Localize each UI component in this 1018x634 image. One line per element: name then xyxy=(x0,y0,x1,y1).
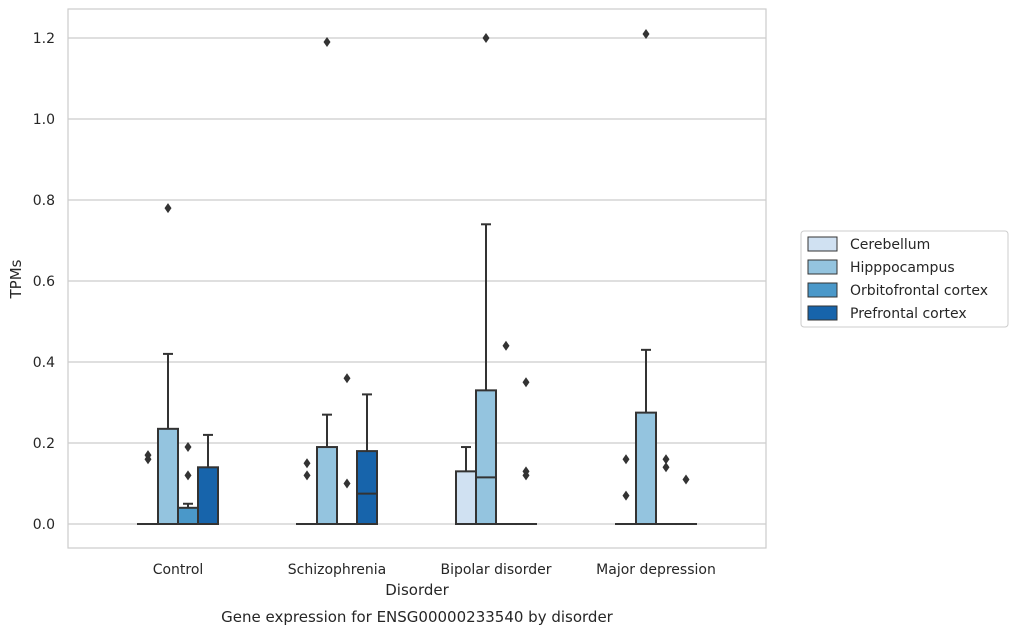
outlier-point xyxy=(522,377,530,388)
chart-caption: Gene expression for ENSG00000233540 by d… xyxy=(221,608,614,626)
plot-frame xyxy=(67,8,767,549)
legend-swatch xyxy=(807,282,838,298)
outlier-point xyxy=(502,340,510,351)
x-tick-label: Bipolar disorder xyxy=(440,562,551,578)
outlier-point xyxy=(662,454,670,465)
box-body xyxy=(455,470,477,526)
y-tick-label: 1.2 xyxy=(33,31,55,47)
box-group xyxy=(356,393,378,526)
y-tick-label: 0.6 xyxy=(33,274,55,290)
outlier-point xyxy=(184,442,192,453)
outlier-point xyxy=(343,373,351,384)
y-axis-ticks: 0.0 0.2 0.4 0.6 0.8 1.0 1.2 xyxy=(33,31,55,533)
legend-label: Cerebellum xyxy=(850,237,930,253)
box-body xyxy=(635,411,657,525)
outlier-point xyxy=(184,470,192,481)
legend-frame xyxy=(800,230,1009,328)
box-body xyxy=(177,506,199,525)
outlier-points xyxy=(144,28,690,501)
box-body xyxy=(356,450,378,526)
box-group xyxy=(475,223,497,525)
y-tick-label: 0.2 xyxy=(33,436,55,452)
y-tick-label: 1.0 xyxy=(33,112,55,128)
outlier-point xyxy=(303,470,311,481)
legend-entry: Prefrontal cortex xyxy=(807,305,967,322)
outlier-point xyxy=(622,490,630,501)
outlier-point xyxy=(144,450,152,461)
box-body xyxy=(316,446,338,525)
outlier-point xyxy=(662,462,670,473)
legend-label: Hipppocampus xyxy=(850,260,955,276)
box-group xyxy=(635,348,657,525)
legend-entry: Orbitofrontal cortex xyxy=(807,282,988,299)
outlier-point xyxy=(303,458,311,469)
x-axis-title: Disorder xyxy=(385,581,449,599)
legend: Cerebellum Hipppocampus Orbitofrontal cort… xyxy=(800,230,1009,328)
outlier-point xyxy=(682,474,690,485)
box-group xyxy=(316,413,338,525)
legend-swatch xyxy=(807,305,838,321)
outlier-point xyxy=(323,37,331,48)
x-tick-label: Schizophrenia xyxy=(288,562,386,578)
box-group xyxy=(197,433,219,525)
x-tick-label: Major depression xyxy=(596,562,716,578)
outlier-point xyxy=(343,478,351,489)
legend-label: Orbitofrontal cortex xyxy=(850,283,988,299)
y-axis-title: TPMs xyxy=(7,259,25,299)
x-tick-label: Control xyxy=(153,562,204,578)
outlier-point xyxy=(622,454,630,465)
box-body xyxy=(197,466,219,525)
legend-entry: Cerebellum xyxy=(807,236,930,253)
x-axis-ticks: Control Schizophrenia Bipolar disorder Majo… xyxy=(153,562,716,578)
y-tick-label: 0.0 xyxy=(33,517,55,533)
outlier-point xyxy=(164,203,172,214)
outlier-point xyxy=(522,466,530,477)
outlier-point xyxy=(642,28,650,39)
legend-swatch xyxy=(807,259,838,275)
y-tick-label: 0.8 xyxy=(33,193,55,209)
box-body xyxy=(475,389,497,525)
legend-swatch xyxy=(807,236,838,252)
box-groups xyxy=(137,223,697,526)
box-group xyxy=(157,352,179,526)
legend-label: Prefrontal cortex xyxy=(850,306,967,322)
y-tick-label: 0.4 xyxy=(33,355,55,371)
legend-entry: Hipppocampus xyxy=(807,259,955,276)
box-body xyxy=(157,427,179,526)
outlier-point xyxy=(482,33,490,43)
